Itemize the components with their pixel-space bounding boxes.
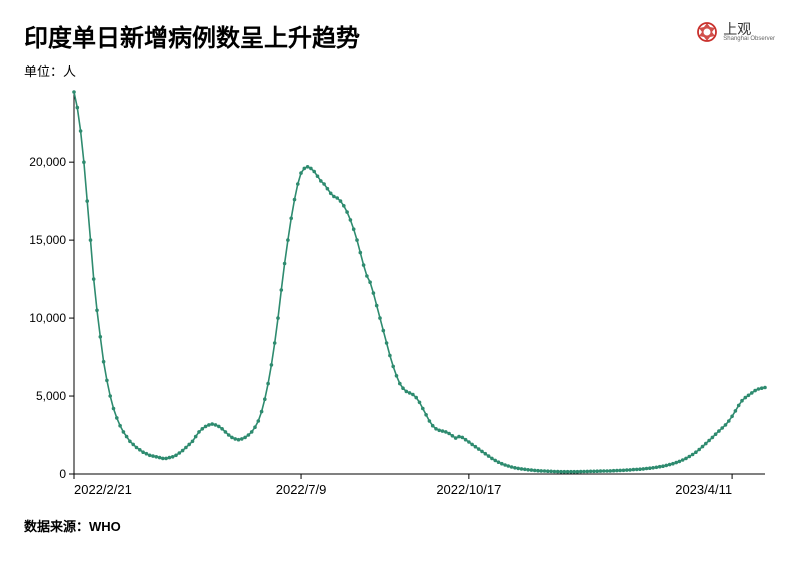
svg-text:2022/2/21: 2022/2/21 <box>74 482 132 497</box>
svg-text:15,000: 15,000 <box>29 233 66 247</box>
logo-text-cn: 上观 <box>723 22 775 36</box>
svg-text:0: 0 <box>59 467 66 481</box>
svg-text:5,000: 5,000 <box>36 389 66 403</box>
svg-text:10,000: 10,000 <box>29 311 66 325</box>
logo-icon <box>695 20 719 44</box>
svg-text:20,000: 20,000 <box>29 155 66 169</box>
publisher-logo: 上观 Shanghai Observer <box>695 18 775 44</box>
svg-text:2022/7/9: 2022/7/9 <box>276 482 327 497</box>
line-chart: 0 5,000 10,000 15,000 20,000 2022/2/21 2022/7/… <box>24 84 775 504</box>
svg-text:2023/4/11: 2023/4/11 <box>675 482 732 497</box>
svg-text:2022/10/17: 2022/10/17 <box>436 482 501 497</box>
y-axis-unit: 单位：人 <box>0 53 799 80</box>
data-source: 数据来源：WHO <box>0 504 799 535</box>
chart-title: 印度单日新增病例数呈上升趋势 <box>24 18 360 53</box>
logo-text-en: Shanghai Observer <box>723 36 775 42</box>
